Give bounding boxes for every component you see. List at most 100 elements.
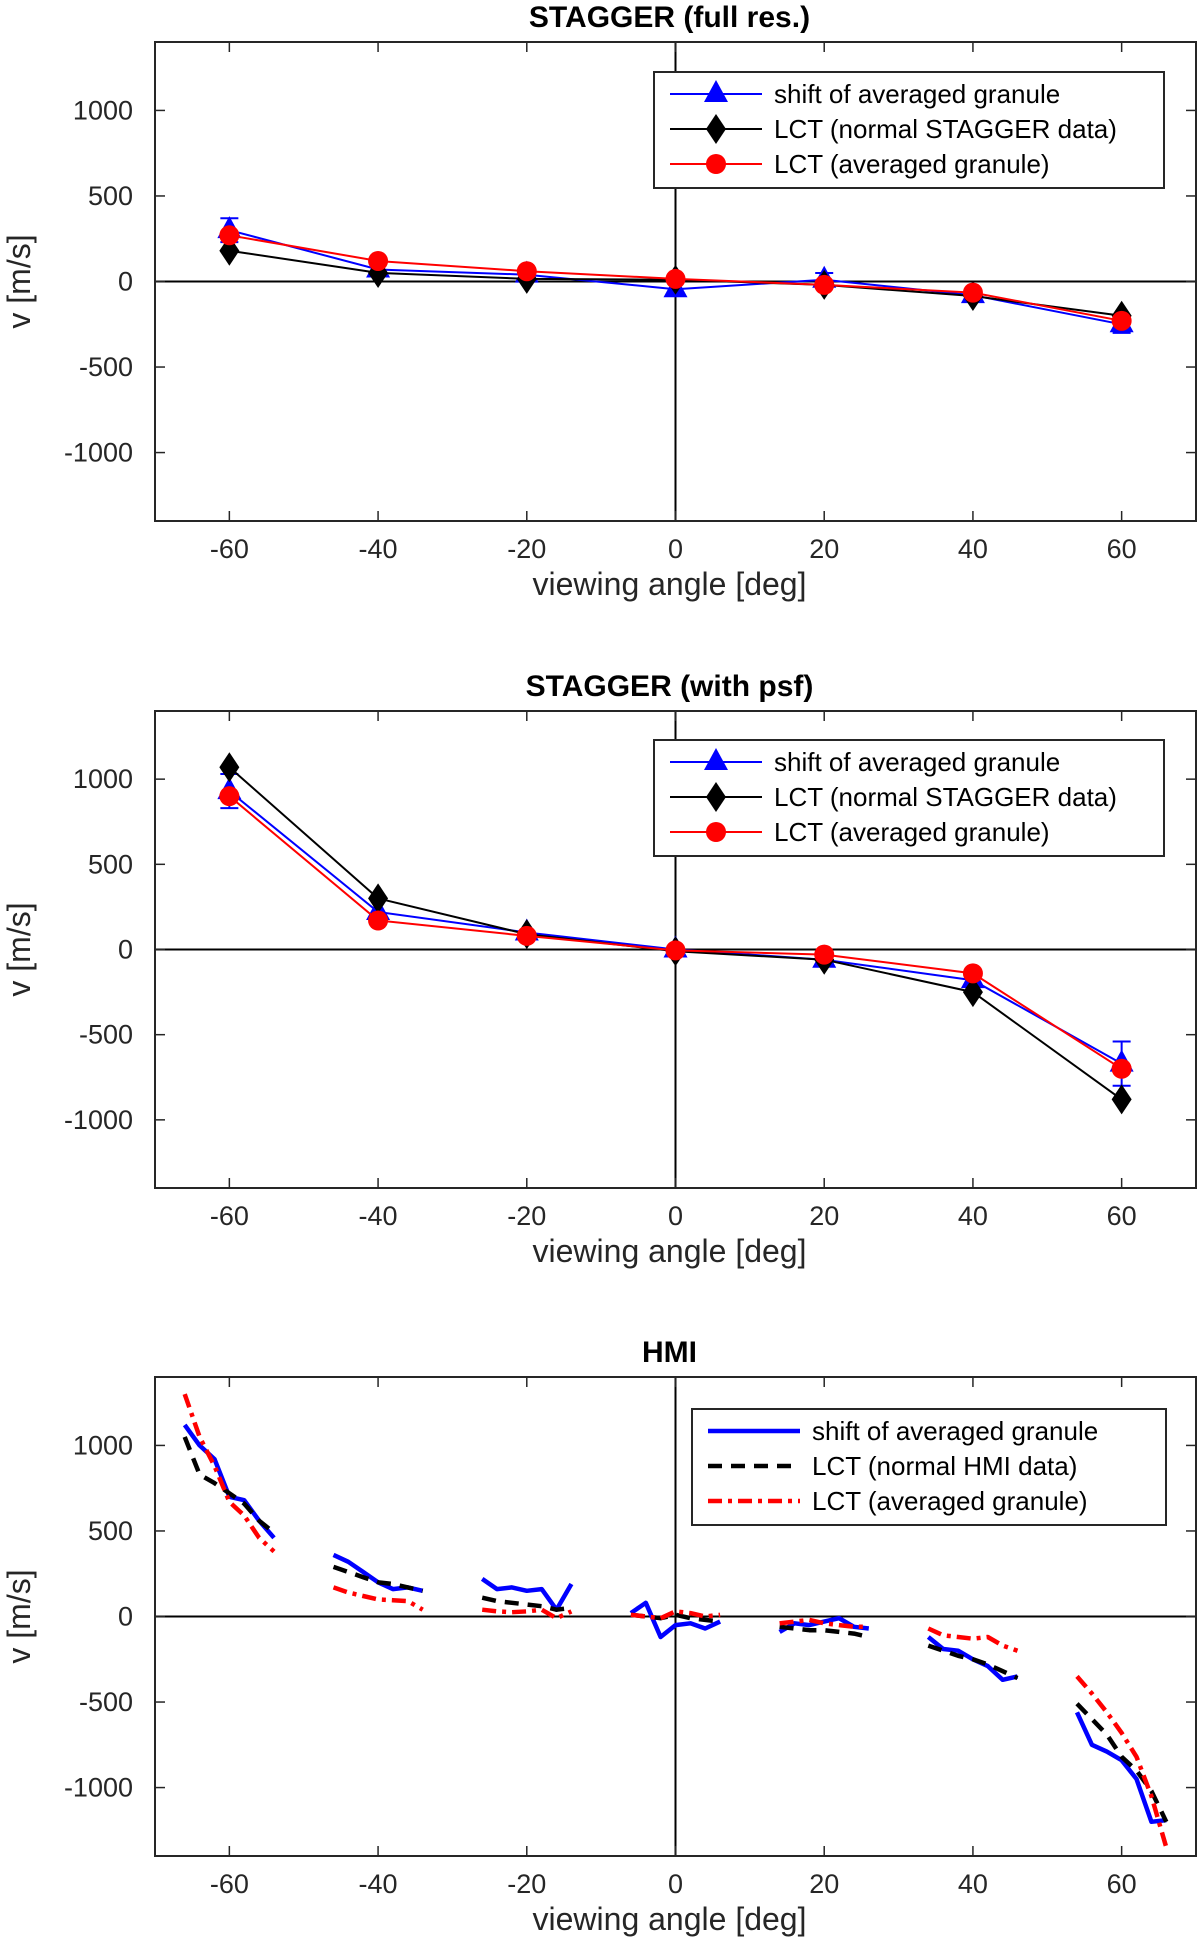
x-tick-label: 0 bbox=[668, 534, 683, 564]
series-3 bbox=[219, 225, 1132, 331]
y-tick-label: 0 bbox=[118, 267, 133, 297]
y-tick-label: 0 bbox=[118, 1602, 133, 1632]
data-marker-diamond bbox=[706, 114, 726, 144]
series-line-segment bbox=[481, 1595, 572, 1612]
series-line-segment bbox=[1075, 1702, 1169, 1823]
data-marker-circle bbox=[219, 225, 240, 246]
chart-panel-2: -60 -40 -20 0 20 40 60 -1000 -500 0 500 1000 STAGGER… bbox=[1, 670, 1197, 1269]
series-2 bbox=[182, 1436, 1169, 1823]
legend-label: shift of averaged granule bbox=[812, 1416, 1098, 1446]
x-tick-label: -40 bbox=[359, 1869, 398, 1899]
data-marker-circle bbox=[665, 940, 686, 961]
x-tick-label: -20 bbox=[507, 1201, 546, 1231]
y-tick-label: 500 bbox=[88, 849, 133, 879]
y-tick-label: 500 bbox=[88, 1516, 133, 1546]
x-axis-label: viewing angle [deg] bbox=[533, 566, 807, 602]
series-line-segment bbox=[1074, 1711, 1167, 1825]
legend-label: LCT (normal STAGGER data) bbox=[774, 114, 1117, 144]
x-tick-label: 0 bbox=[668, 1201, 683, 1231]
x-tick-label: 20 bbox=[809, 534, 839, 564]
x-tick-label: 60 bbox=[1107, 534, 1137, 564]
data-marker-diamond bbox=[706, 782, 726, 812]
legend-label: LCT (averaged granule) bbox=[774, 817, 1050, 847]
data-marker-circle bbox=[706, 154, 726, 174]
x-tick-label: 20 bbox=[809, 1201, 839, 1231]
series-3 bbox=[182, 1393, 1169, 1849]
legend-label: LCT (averaged granule) bbox=[812, 1486, 1088, 1516]
y-axis-label: v [m/s] bbox=[1, 234, 37, 328]
legend: shift of averaged granule LCT (normal HMI… bbox=[691, 1408, 1167, 1526]
x-tick-label: -60 bbox=[210, 534, 249, 564]
x-tick-label: 20 bbox=[809, 1869, 839, 1899]
x-tick-label: -20 bbox=[507, 534, 546, 564]
series-line-segment bbox=[779, 1624, 870, 1640]
series-line-segment bbox=[778, 1615, 870, 1634]
data-marker-circle bbox=[368, 910, 389, 931]
chart-panel-3: -60 -40 -20 0 20 40 60 -1000 -500 0 500 1000 HMI view… bbox=[1, 1336, 1197, 1937]
legend: shift of averaged granule LCT (normal STA… bbox=[653, 71, 1165, 189]
chart-panel-1: -60 -40 -20 0 20 40 60 -1000 -500 0 500 1000 STAGGER… bbox=[1, 1, 1197, 602]
x-tick-label: 60 bbox=[1107, 1201, 1137, 1231]
series-line-segment bbox=[332, 1564, 424, 1593]
data-marker-circle bbox=[706, 822, 726, 842]
x-tick-label: -40 bbox=[359, 534, 398, 564]
legend-label: LCT (normal HMI data) bbox=[812, 1451, 1077, 1481]
y-tick-label: -1000 bbox=[64, 1105, 133, 1135]
x-tick-label: -20 bbox=[507, 1869, 546, 1899]
data-marker-circle bbox=[516, 925, 537, 946]
series-line-segment bbox=[630, 1612, 721, 1624]
x-tick-label: 60 bbox=[1107, 1869, 1137, 1899]
y-tick-label: -1000 bbox=[64, 1773, 133, 1803]
data-marker-diamond bbox=[962, 977, 983, 1008]
x-axis-label: viewing angle [deg] bbox=[533, 1233, 807, 1269]
y-tick-label: 1000 bbox=[73, 1430, 133, 1460]
y-tick-label: -1000 bbox=[64, 438, 133, 468]
data-marker-circle bbox=[665, 268, 686, 289]
data-marker-diamond bbox=[368, 883, 389, 914]
y-tick-label: 1000 bbox=[73, 764, 133, 794]
legend-label: LCT (normal STAGGER data) bbox=[774, 782, 1117, 812]
axes-frame bbox=[154, 1376, 1197, 1857]
x-tick-label: -60 bbox=[210, 1869, 249, 1899]
x-axis-label: viewing angle [deg] bbox=[533, 1901, 807, 1937]
series-3 bbox=[219, 786, 1132, 1079]
data-marker-triangle bbox=[704, 748, 728, 770]
data-marker-triangle bbox=[704, 80, 728, 102]
series-line-segment bbox=[1075, 1674, 1169, 1849]
series-line-segment bbox=[182, 1393, 276, 1554]
x-tick-label: 40 bbox=[958, 1201, 988, 1231]
y-axis-label: v [m/s] bbox=[1, 1569, 37, 1663]
series-line-segment bbox=[629, 1600, 722, 1640]
series-line-segment bbox=[927, 1643, 1019, 1681]
chart-title: STAGGER (full res.) bbox=[529, 1, 810, 34]
data-marker-circle bbox=[219, 786, 240, 807]
legend-label: LCT (averaged granule) bbox=[774, 149, 1050, 179]
x-tick-label: 40 bbox=[958, 534, 988, 564]
legend-label: shift of averaged granule bbox=[774, 747, 1060, 777]
x-tick-label: 40 bbox=[958, 1869, 988, 1899]
y-tick-label: -500 bbox=[79, 352, 133, 382]
y-tick-label: 1000 bbox=[73, 95, 133, 125]
data-marker-circle bbox=[368, 250, 389, 271]
data-marker-circle bbox=[1111, 1058, 1132, 1079]
data-marker-circle bbox=[814, 944, 835, 965]
y-tick-label: -500 bbox=[79, 1687, 133, 1717]
chart-title: STAGGER (with psf) bbox=[526, 670, 814, 703]
legend-box bbox=[691, 1408, 1167, 1526]
y-tick-label: -500 bbox=[79, 1020, 133, 1050]
x-tick-label: 0 bbox=[668, 1869, 683, 1899]
chart-title: HMI bbox=[642, 1336, 697, 1369]
legend-label: shift of averaged granule bbox=[774, 79, 1060, 109]
data-marker-circle bbox=[814, 274, 835, 295]
x-tick-label: -60 bbox=[210, 1201, 249, 1231]
y-tick-label: 0 bbox=[118, 935, 133, 965]
data-marker-diamond bbox=[219, 752, 240, 783]
y-tick-label: 500 bbox=[88, 181, 133, 211]
data-marker-circle bbox=[962, 963, 983, 984]
axes-frame bbox=[154, 710, 1197, 1189]
series-line-segment bbox=[182, 1436, 276, 1535]
data-marker-circle bbox=[962, 282, 983, 303]
data-marker-diamond bbox=[1111, 1084, 1132, 1115]
x-tick-label: -40 bbox=[359, 1201, 398, 1231]
